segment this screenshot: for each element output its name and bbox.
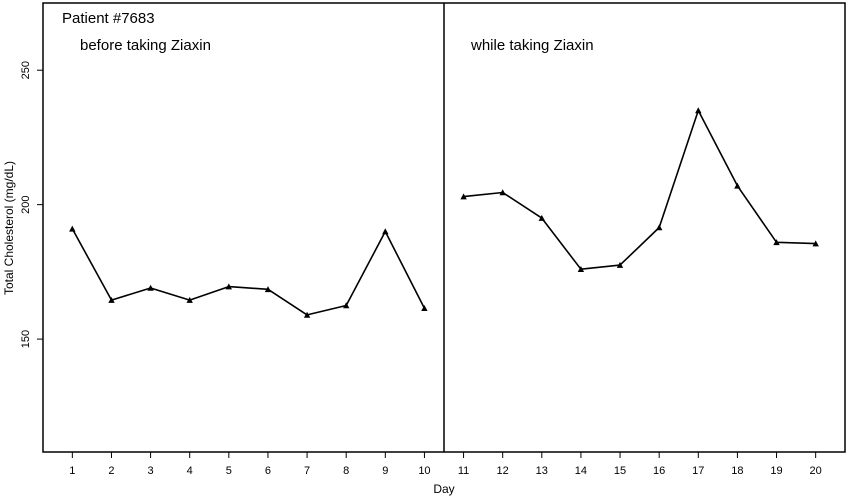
x-tick-label-20: 20 [810,465,822,477]
x-tick-label-7: 7 [304,465,310,477]
data-point-day-18 [734,182,741,189]
data-point-day-17 [695,107,702,114]
y-tick-label-250: 250 [20,61,32,79]
x-tick-label-1: 1 [69,465,75,477]
series-line-panel-1 [71,228,426,316]
y-tick-label-200: 200 [20,195,32,213]
data-point-day-9 [382,228,389,235]
data-point-day-7 [303,311,311,318]
data-point-day-2 [108,296,115,303]
x-tick-label-3: 3 [148,465,154,477]
x-tick-label-12: 12 [497,465,509,477]
x-tick-label-15: 15 [614,465,626,477]
data-point-day-8 [343,302,350,309]
x-tick-label-4: 4 [187,465,193,477]
x-tick-label-17: 17 [692,465,704,477]
data-point-day-14 [577,266,585,272]
data-point-day-12 [499,189,506,196]
data-point-day-19 [773,239,780,246]
x-tick-label-11: 11 [458,465,469,477]
data-point-day-11 [460,193,467,200]
x-tick-label-19: 19 [770,465,782,477]
panel-label-while: while taking Ziaxin [470,37,594,54]
series-line-panel-2 [463,109,816,271]
chart-title: Patient #7683 [62,10,155,27]
data-point-day-3 [147,284,154,291]
data-point-day-4 [186,296,193,303]
data-point-day-5 [225,283,232,290]
x-tick-label-16: 16 [653,465,665,477]
x-tick-label-10: 10 [418,465,430,477]
data-point-day-16 [656,224,663,231]
data-point-day-20 [812,240,819,247]
x-tick-label-2: 2 [108,465,114,477]
x-tick-label-9: 9 [382,465,388,477]
y-tick-label-150: 150 [20,330,32,348]
data-point-day-10 [421,305,428,311]
data-point-day-1 [69,225,76,232]
x-tick-label-18: 18 [731,465,743,477]
x-tick-label-8: 8 [343,465,349,477]
x-tick-label-13: 13 [536,465,548,477]
x-tick-label-14: 14 [575,465,587,477]
data-point-day-15 [616,261,624,268]
data-point-day-13 [538,214,545,221]
y-axis-label: Total Cholesterol (mg/dL) [2,161,16,295]
x-tick-label-6: 6 [265,465,271,477]
x-axis-label: Day [433,482,454,496]
data-point-day-6 [264,286,272,293]
panel-label-before: before taking Ziaxin [80,37,211,54]
x-tick-label-5: 5 [226,465,232,477]
series [69,107,819,318]
